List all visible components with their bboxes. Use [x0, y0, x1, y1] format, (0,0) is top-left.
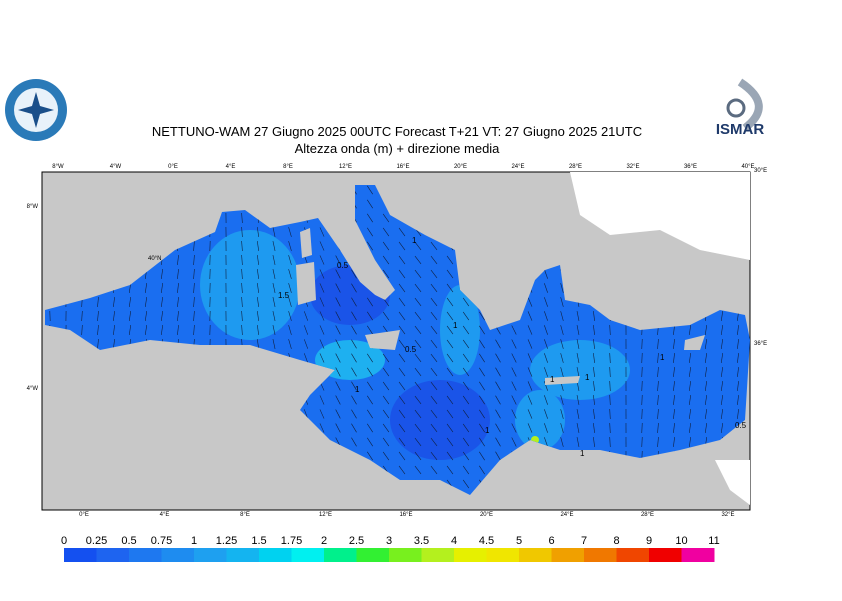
lon-label: 28°E: [569, 164, 582, 170]
contour-label: 1: [412, 236, 417, 245]
colorbar-label: 3: [386, 535, 392, 547]
sardinia: [296, 262, 316, 305]
lon-label: 24°E: [511, 164, 524, 170]
lat-label: 30°E: [754, 168, 767, 174]
lon-label: 36°E: [684, 164, 697, 170]
colorbar-swatch: [487, 548, 520, 562]
colorbar-label: 0.25: [86, 535, 107, 547]
lon-label: 40°E: [741, 164, 754, 170]
contour-label: 0.5: [337, 261, 349, 270]
colorbar-swatch: [129, 548, 162, 562]
colorbar-label: 10: [675, 535, 687, 547]
contour-label: 0.5: [405, 345, 417, 354]
colorbar-swatch: [357, 548, 390, 562]
colorbar-label: 11: [708, 535, 719, 547]
lon-label: 12°E: [319, 512, 332, 518]
colorbar-label: 2.5: [349, 535, 364, 547]
colorbar-label: 0.5: [121, 535, 136, 547]
lon-label: 16°E: [399, 512, 412, 518]
subtitle: Altezza onda (m) + direzione media: [295, 141, 501, 156]
colorbar-swatch: [324, 548, 357, 562]
lon-label: 8°E: [283, 164, 293, 170]
contour-label: 1: [453, 321, 458, 330]
contour-label: 1: [585, 373, 590, 382]
title: NETTUNO-WAM 27 Giugno 2025 00UTC Forecas…: [152, 124, 642, 139]
contour-label: 1: [550, 375, 555, 384]
colorbar-swatch: [519, 548, 552, 562]
colorbar-label: 4: [451, 535, 457, 547]
colorbar-label: 4.5: [479, 535, 494, 547]
colorbar-swatch: [552, 548, 585, 562]
colorbar-swatch: [617, 548, 650, 562]
colorbar-label: 5: [516, 535, 522, 547]
lon-label: 12°E: [339, 164, 352, 170]
lat-label: 36°E: [754, 341, 767, 347]
lon-label: 32°E: [626, 164, 639, 170]
colorbar-swatch: [454, 548, 487, 562]
lon-label: 16°E: [396, 164, 409, 170]
map: [42, 172, 750, 510]
lon-label: 8°W: [52, 164, 64, 170]
colorbar-swatch: [194, 548, 227, 562]
colorbar-label: 8: [613, 535, 619, 547]
colorbar-swatch: [682, 548, 715, 562]
logo-right: ISMAR: [710, 80, 770, 140]
colorbar-swatch: [422, 548, 455, 562]
contour-label: 1.5: [278, 291, 290, 300]
colorbar-swatch: [649, 548, 682, 562]
contour-label: 1: [355, 385, 360, 394]
colorbar-label: 7: [581, 535, 587, 547]
colorbar-label: 3.5: [414, 535, 429, 547]
colorbar-swatch: [227, 548, 260, 562]
colorbar-swatch: [584, 548, 617, 562]
contour-label: 0.5: [735, 421, 747, 430]
colorbar-label: 1.5: [251, 535, 266, 547]
colorbar-label: 1.75: [281, 535, 302, 547]
colorbar-swatch: [389, 548, 422, 562]
lon-label: 28°E: [641, 512, 654, 518]
logo-text: ISMAR: [716, 121, 765, 138]
colorbar-swatch: [97, 548, 130, 562]
lat-label: 4°W: [27, 386, 39, 392]
lon-label: 0°E: [79, 512, 89, 518]
lon-label: 4°E: [160, 512, 170, 518]
lon-label: 4°E: [226, 164, 236, 170]
lon-label: 20°E: [480, 512, 493, 518]
lat-label: 8°W: [27, 204, 39, 210]
contour-label: 1: [485, 426, 490, 435]
colorbar-swatch: [259, 548, 292, 562]
lon-label: 24°E: [560, 512, 573, 518]
lon-label: 4°W: [110, 164, 122, 170]
logo-left: [5, 79, 67, 141]
lon-label: 8°E: [240, 512, 250, 518]
colorbar-label: 6: [548, 535, 554, 547]
lon-label: 32°E: [721, 512, 734, 518]
colorbar-label: 0: [61, 535, 67, 547]
lon-label: 20°E: [454, 164, 467, 170]
colorbar-swatch: [292, 548, 325, 562]
contour-label: 1: [580, 449, 585, 458]
colorbar-label: 9: [646, 535, 652, 547]
corsica: [300, 228, 312, 258]
colorbar-label: 2: [321, 535, 327, 547]
colorbar-label: 1: [191, 535, 197, 547]
colorbar-swatch: [64, 548, 97, 562]
colorbar-label: 0.75: [151, 535, 172, 547]
colorbar-swatch: [162, 548, 195, 562]
lat-label: 40°N: [148, 256, 161, 262]
contour-label: 1: [660, 353, 665, 362]
lon-label: 0°E: [168, 164, 178, 170]
colorbar-label: 1.25: [216, 535, 237, 547]
